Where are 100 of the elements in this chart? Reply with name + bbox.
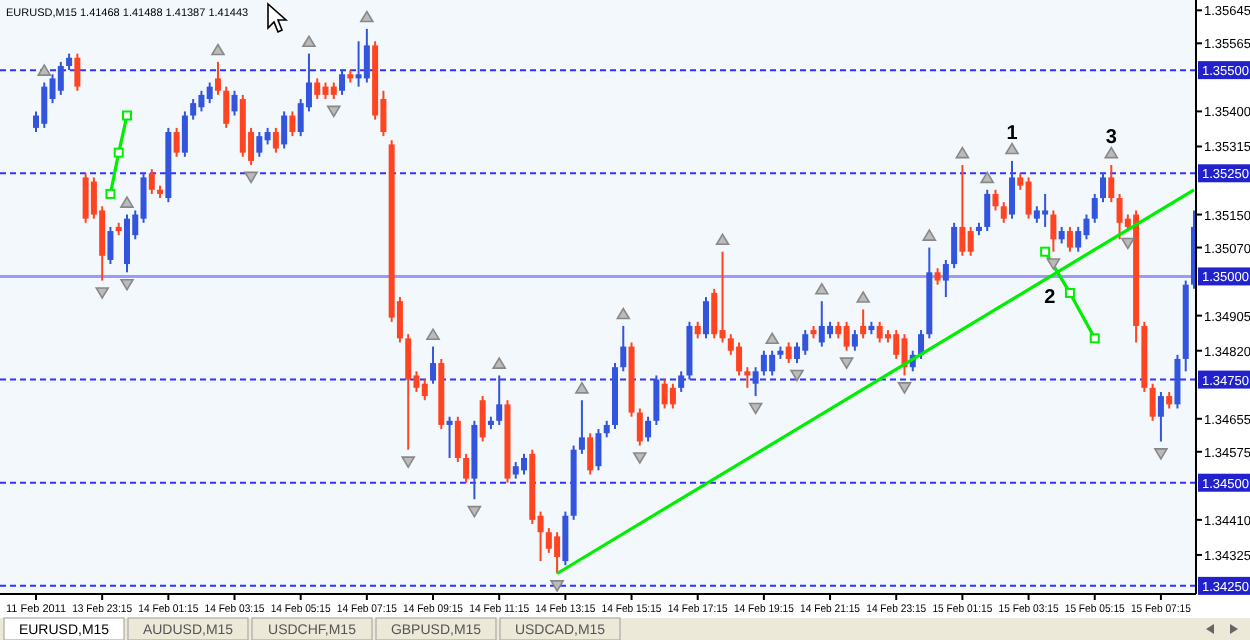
candlestick xyxy=(107,225,114,266)
point xyxy=(550,580,564,592)
text: 3 xyxy=(1105,127,1117,150)
point xyxy=(575,382,589,394)
candlestick xyxy=(355,40,362,88)
point xyxy=(633,452,647,464)
candlestick xyxy=(785,341,792,365)
candlestick xyxy=(1174,353,1181,410)
candlestick xyxy=(653,374,660,426)
candlestick xyxy=(636,407,643,447)
point xyxy=(748,402,763,415)
candlestick xyxy=(744,366,751,389)
point xyxy=(467,505,482,518)
candlestick xyxy=(578,399,585,455)
point xyxy=(401,456,416,468)
candlestick xyxy=(272,126,279,154)
point xyxy=(1089,333,1100,344)
candlestick xyxy=(1025,176,1032,220)
candlestick xyxy=(82,172,89,224)
candlestick xyxy=(1157,390,1164,443)
point xyxy=(360,10,374,23)
point xyxy=(1046,258,1061,270)
candlestick xyxy=(554,531,561,575)
candlestick xyxy=(256,131,263,158)
candlestick xyxy=(678,370,685,393)
candlestick xyxy=(992,188,999,212)
candlestick xyxy=(860,308,867,340)
candlestick xyxy=(562,510,569,567)
point xyxy=(1040,246,1051,257)
candlestick xyxy=(760,349,767,377)
point xyxy=(1005,142,1019,155)
candlestick xyxy=(893,329,900,360)
candlestick xyxy=(463,452,470,484)
candlestick xyxy=(430,345,437,385)
point xyxy=(326,105,341,118)
candlestick xyxy=(1116,192,1123,241)
point xyxy=(244,171,258,184)
point xyxy=(492,357,506,369)
candlestick xyxy=(289,110,296,138)
candlestick xyxy=(752,366,759,398)
candlestick xyxy=(231,89,238,117)
candlestick xyxy=(587,432,594,476)
candlestick xyxy=(1100,172,1107,204)
point xyxy=(105,188,116,199)
candlestick xyxy=(1108,164,1115,204)
candlestick xyxy=(1083,213,1090,241)
candlestick xyxy=(595,428,602,472)
candlestick xyxy=(1009,159,1016,220)
point xyxy=(856,291,870,303)
candlestick xyxy=(876,320,883,344)
point xyxy=(1064,287,1075,298)
point xyxy=(616,307,631,320)
candlestick xyxy=(1000,201,1007,224)
candlestick xyxy=(405,333,412,451)
candlestick xyxy=(967,225,974,257)
candlestick xyxy=(479,395,486,443)
point xyxy=(715,233,730,246)
candlestick xyxy=(669,382,676,410)
candlestick xyxy=(421,378,428,402)
point xyxy=(113,147,124,158)
annotation: 2 xyxy=(1044,286,1057,309)
point xyxy=(120,196,134,208)
candlestick xyxy=(521,452,528,476)
candlestick xyxy=(769,349,776,377)
candlestick xyxy=(57,60,64,96)
point xyxy=(955,146,970,159)
candlestick xyxy=(1050,209,1057,253)
candlestick xyxy=(123,213,130,274)
candlestick xyxy=(702,296,709,340)
candlestick xyxy=(281,110,288,150)
candlestick xyxy=(1091,192,1098,224)
point xyxy=(922,229,937,241)
candlestick xyxy=(206,81,213,105)
candlestick xyxy=(851,329,858,352)
candlestick xyxy=(314,77,321,101)
candlestick xyxy=(198,89,205,113)
candlestick xyxy=(363,27,370,84)
candlestick xyxy=(818,300,825,348)
candlestick xyxy=(661,378,668,410)
candlestick xyxy=(1075,225,1082,253)
point xyxy=(120,278,134,291)
candlestick xyxy=(1042,192,1049,228)
candlestick xyxy=(1066,225,1073,253)
candlestick xyxy=(446,415,453,459)
candlestick xyxy=(951,221,958,270)
point xyxy=(1121,237,1135,250)
point xyxy=(897,382,912,394)
candlestick xyxy=(645,415,652,443)
point xyxy=(121,110,132,121)
point xyxy=(790,369,804,382)
candlestick xyxy=(454,415,461,464)
candlestick xyxy=(620,324,627,373)
candlestick xyxy=(711,287,718,340)
candlestick xyxy=(959,164,966,257)
candlestick xyxy=(793,341,800,365)
point xyxy=(302,35,316,48)
candlestick xyxy=(942,258,949,299)
point xyxy=(814,283,829,295)
point xyxy=(211,43,225,56)
candlestick xyxy=(496,374,503,426)
